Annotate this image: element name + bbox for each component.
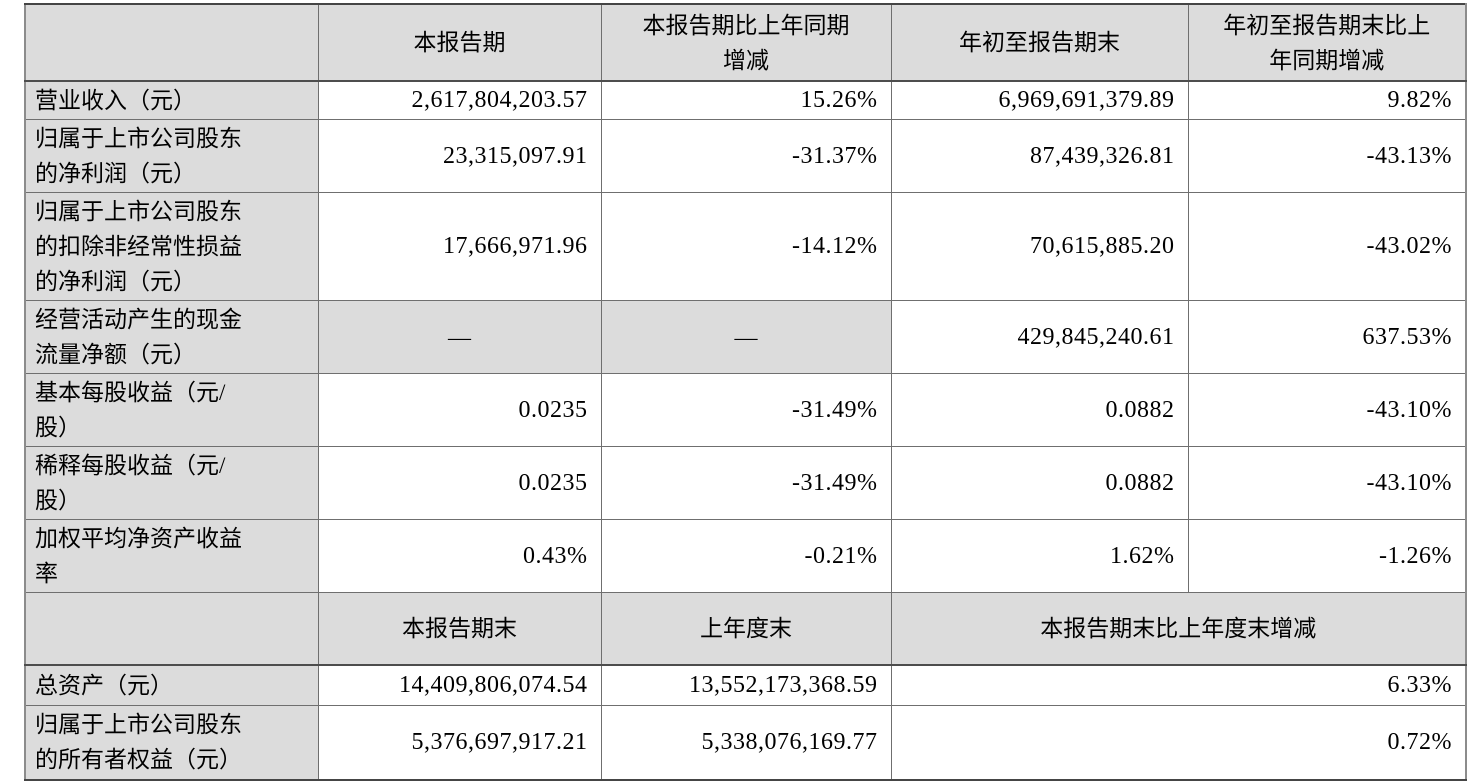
header-ytd-yoy-change: 年初至报告期末比上 年同期增减 xyxy=(1187,3,1467,82)
cell-value: 17,666,971.96 xyxy=(317,192,602,301)
table-row-operating-cash-flow: 经营活动产生的现金 流量净额（元） — — 429,845,240.61 637… xyxy=(24,300,1467,374)
cell-value: 15.26% xyxy=(600,80,892,120)
row-label: 归属于上市公司股东 的所有者权益（元） xyxy=(24,705,319,780)
cell-value: -43.02% xyxy=(1187,192,1467,301)
header-ytd: 年初至报告期末 xyxy=(890,3,1189,82)
row-label: 归属于上市公司股东 的净利润（元） xyxy=(24,119,319,193)
row-label: 总资产（元） xyxy=(24,664,319,706)
financial-summary-table-wrapper: 本报告期 本报告期比上年同期 增减 年初至报告期末 年初至报告期末比上 年同期增… xyxy=(24,3,1480,781)
table-row-weighted-avg-roe: 加权平均净资产收益 率 0.43% -0.21% 1.62% -1.26% xyxy=(24,519,1467,593)
table-row-net-profit-deducted: 归属于上市公司股东 的扣除非经常性损益 的净利润（元） 17,666,971.9… xyxy=(24,192,1467,301)
row-label: 稀释每股收益（元/ 股） xyxy=(24,446,319,520)
cell-change-merged: 6.33% xyxy=(890,664,1467,706)
cell-value: 637.53% xyxy=(1187,300,1467,374)
table-row-diluted-eps: 稀释每股收益（元/ 股） 0.0235 -31.49% 0.0882 -43.1… xyxy=(24,446,1467,520)
header-end-of-last-year: 上年度末 xyxy=(600,592,892,666)
table-row-shareholders-equity: 归属于上市公司股东 的所有者权益（元） 5,376,697,917.21 5,3… xyxy=(24,705,1467,780)
cell-value: -1.26% xyxy=(1187,519,1467,593)
header-corner-cell-2 xyxy=(24,592,319,666)
row-label: 归属于上市公司股东 的扣除非经常性损益 的净利润（元） xyxy=(24,192,319,301)
cell-empty-dash: — xyxy=(600,300,892,374)
cell-value: 0.0882 xyxy=(890,373,1189,447)
cell-value: 9.82% xyxy=(1187,80,1467,120)
header-corner-cell xyxy=(24,3,319,82)
table-row-net-profit: 归属于上市公司股东 的净利润（元） 23,315,097.91 -31.37% … xyxy=(24,119,1467,193)
cell-value: -31.37% xyxy=(600,119,892,193)
cell-value: 1.62% xyxy=(890,519,1189,593)
header-row-1: 本报告期 本报告期比上年同期 增减 年初至报告期末 年初至报告期末比上 年同期增… xyxy=(24,3,1467,82)
cell-value: 0.0235 xyxy=(317,373,602,447)
cell-value: -0.21% xyxy=(600,519,892,593)
cell-value: 0.0882 xyxy=(890,446,1189,520)
cell-value: 23,315,097.91 xyxy=(317,119,602,193)
row-label: 加权平均净资产收益 率 xyxy=(24,519,319,593)
cell-value: 13,552,173,368.59 xyxy=(600,664,892,706)
header-current-period: 本报告期 xyxy=(317,3,602,82)
header-period-vs-lastyear-change: 本报告期末比上年度末增减 xyxy=(890,592,1467,666)
cell-value: 2,617,804,203.57 xyxy=(317,80,602,120)
table-row-basic-eps: 基本每股收益（元/ 股） 0.0235 -31.49% 0.0882 -43.1… xyxy=(24,373,1467,447)
cell-change-merged: 0.72% xyxy=(890,705,1467,780)
cell-empty-dash: — xyxy=(317,300,602,374)
header-row-2: 本报告期末 上年度末 本报告期末比上年度末增减 xyxy=(24,592,1467,666)
cell-value: 6,969,691,379.89 xyxy=(890,80,1189,120)
cell-value: -31.49% xyxy=(600,373,892,447)
cell-value: -14.12% xyxy=(600,192,892,301)
table-row-total-assets: 总资产（元） 14,409,806,074.54 13,552,173,368.… xyxy=(24,664,1467,706)
cell-value: 0.0235 xyxy=(317,446,602,520)
header-end-of-period: 本报告期末 xyxy=(317,592,602,666)
cell-value: 70,615,885.20 xyxy=(890,192,1189,301)
row-label: 营业收入（元） xyxy=(24,80,319,120)
row-label: 经营活动产生的现金 流量净额（元） xyxy=(24,300,319,374)
header-yoy-change: 本报告期比上年同期 增减 xyxy=(600,3,892,82)
cell-value: 14,409,806,074.54 xyxy=(317,664,602,706)
cell-value: 5,376,697,917.21 xyxy=(317,705,602,780)
cell-value: -43.13% xyxy=(1187,119,1467,193)
cell-value: -43.10% xyxy=(1187,446,1467,520)
cell-value: -43.10% xyxy=(1187,373,1467,447)
cell-value: 87,439,326.81 xyxy=(890,119,1189,193)
cell-value: 429,845,240.61 xyxy=(890,300,1189,374)
row-label: 基本每股收益（元/ 股） xyxy=(24,373,319,447)
table-row-revenue: 营业收入（元） 2,617,804,203.57 15.26% 6,969,69… xyxy=(24,80,1467,120)
cell-value: 0.43% xyxy=(317,519,602,593)
cell-value: 5,338,076,169.77 xyxy=(600,705,892,780)
financial-summary-table: 本报告期 本报告期比上年同期 增减 年初至报告期末 年初至报告期末比上 年同期增… xyxy=(24,3,1467,781)
cell-value: -31.49% xyxy=(600,446,892,520)
